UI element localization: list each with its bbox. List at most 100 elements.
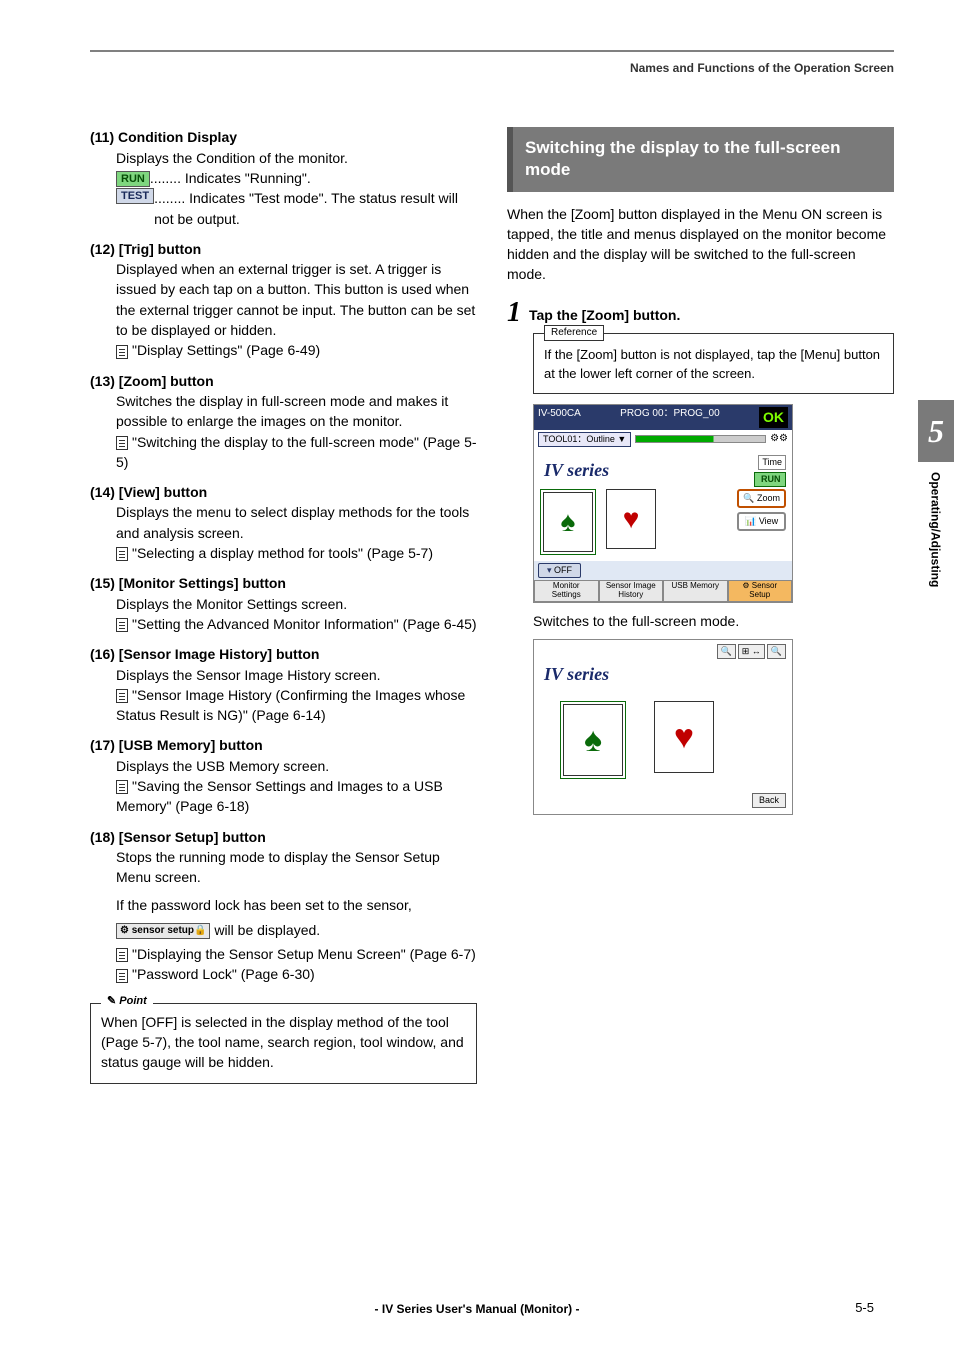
book-icon bbox=[116, 618, 128, 632]
point-text: When [OFF] is selected in the display me… bbox=[101, 1014, 464, 1071]
sensor-setup-button[interactable]: ⚙ Sensor Setup bbox=[728, 580, 793, 602]
ss-device: IV-500CA bbox=[538, 407, 581, 427]
item-line: Switches the display in full-screen mode… bbox=[116, 391, 477, 432]
step-text: Tap the [Zoom] button. bbox=[529, 299, 680, 327]
ss2-ivseries: IV series bbox=[544, 661, 786, 687]
reference-text: If the [Zoom] button is not displayed, t… bbox=[544, 347, 880, 381]
point-label: Point bbox=[101, 994, 153, 1010]
left-column: (11) Condition Display Displays the Cond… bbox=[90, 127, 477, 1083]
item-line: Displayed when an external trigger is se… bbox=[116, 259, 477, 340]
item-num: (15) bbox=[90, 575, 115, 591]
item-title: Condition Display bbox=[118, 129, 237, 145]
ref-link: "Saving the Sensor Settings and Images t… bbox=[116, 778, 443, 814]
footer-title: - IV Series User's Manual (Monitor) - bbox=[0, 1301, 954, 1318]
zoom-in-icon[interactable]: 🔍 bbox=[767, 644, 786, 659]
step-number: 1 bbox=[507, 299, 521, 327]
item-line: Displays the menu to select display meth… bbox=[116, 502, 477, 543]
ref-link: "Password Lock" (Page 6-30) bbox=[132, 966, 315, 982]
item-num: (17) bbox=[90, 737, 115, 753]
ss-ivseries: IV series bbox=[544, 457, 609, 483]
item-line: Stops the running mode to display the Se… bbox=[116, 847, 477, 888]
item-line: Displays the Monitor Settings screen. bbox=[116, 594, 477, 614]
view-button[interactable]: 📊 View bbox=[737, 512, 786, 531]
item-16: (16) [Sensor Image History] button Displ… bbox=[90, 644, 477, 725]
spade-card: ♠ bbox=[563, 704, 623, 776]
sensor-image-history-button[interactable]: Sensor Image History bbox=[599, 580, 664, 602]
item-line: Displays the USB Memory screen. bbox=[116, 756, 477, 776]
section-intro: When the [Zoom] button displayed in the … bbox=[507, 204, 894, 285]
spade-card: ♠ bbox=[543, 492, 593, 552]
step-1: 1 Tap the [Zoom] button. bbox=[507, 299, 894, 327]
monitor-settings-button[interactable]: Monitor Settings bbox=[534, 580, 599, 602]
item-15: (15) [Monitor Settings] button Displays … bbox=[90, 573, 477, 634]
point-box: Point When [OFF] is selected in the disp… bbox=[90, 1003, 477, 1084]
run-badge: RUN bbox=[116, 171, 150, 187]
badge-suffix: will be displayed. bbox=[210, 922, 320, 938]
item-17: (17) [USB Memory] button Displays the US… bbox=[90, 735, 477, 816]
fit-icon[interactable]: ⊞ ↔ bbox=[738, 644, 765, 659]
book-icon bbox=[116, 436, 128, 450]
item-title: [View] button bbox=[119, 484, 207, 500]
screenshot-menu-on: IV-500CA PROG 00：PROG_00 OK TOOL01：Outli… bbox=[533, 404, 793, 603]
ss-tool-label: TOOL01：Outline bbox=[543, 434, 615, 444]
chapter-label: Operating/Adjusting bbox=[918, 462, 951, 597]
page-header: Names and Functions of the Operation Scr… bbox=[90, 60, 894, 77]
item-13: (13) [Zoom] button Switches the display … bbox=[90, 371, 477, 472]
test-badge: TEST bbox=[116, 188, 154, 204]
heart-card: ♥ bbox=[606, 489, 656, 549]
item-line: Displays the Sensor Image History screen… bbox=[116, 665, 477, 685]
sensor-setup-badge: ⚙ sensor setup🔒 bbox=[116, 923, 210, 939]
badge-desc: ........ Indicates "Running". bbox=[150, 170, 311, 186]
item-title: [Trig] button bbox=[119, 241, 201, 257]
ref-link: "Selecting a display method for tools" (… bbox=[132, 545, 433, 561]
ref-link: "Display Settings" (Page 6-49) bbox=[132, 342, 320, 358]
item-title: [Sensor Setup] button bbox=[119, 829, 266, 845]
item-line: If the password lock has been set to the… bbox=[116, 895, 477, 915]
ss-tool-dropdown[interactable]: TOOL01：Outline ▼ bbox=[538, 432, 631, 447]
chapter-tab: 5 Operating/Adjusting bbox=[918, 400, 954, 598]
reference-box: Reference If the [Zoom] button is not di… bbox=[533, 333, 894, 395]
chapter-number: 5 bbox=[918, 400, 954, 462]
item-num: (14) bbox=[90, 484, 115, 500]
item-title: [Monitor Settings] button bbox=[119, 575, 286, 591]
book-icon bbox=[116, 689, 128, 703]
ss-prog: PROG 00：PROG_00 bbox=[620, 407, 719, 427]
item-11: (11) Condition Display Displays the Cond… bbox=[90, 127, 477, 228]
item-line: Displays the Condition of the monitor. bbox=[116, 148, 477, 168]
zoom-button[interactable]: 🔍 Zoom bbox=[737, 489, 786, 508]
caption: Switches to the full-screen mode. bbox=[533, 611, 894, 631]
ref-link: "Sensor Image History (Confirming the Im… bbox=[116, 687, 465, 723]
item-12: (12) [Trig] button Displayed when an ext… bbox=[90, 239, 477, 361]
item-num: (18) bbox=[90, 829, 115, 845]
item-num: (16) bbox=[90, 646, 115, 662]
ref-link: "Switching the display to the full-scree… bbox=[116, 434, 477, 470]
heart-card: ♥ bbox=[654, 701, 714, 773]
footer-page: 5-5 bbox=[855, 1299, 874, 1318]
ss-ok: OK bbox=[759, 407, 788, 427]
badge-desc: ........ Indicates "Test mode". The stat… bbox=[154, 188, 477, 229]
ref-link: "Setting the Advanced Monitor Informatio… bbox=[132, 616, 477, 632]
usb-memory-button[interactable]: USB Memory bbox=[663, 580, 728, 602]
item-title: [Zoom] button bbox=[119, 373, 214, 389]
book-icon bbox=[116, 345, 128, 359]
item-14: (14) [View] button Displays the menu to … bbox=[90, 482, 477, 563]
zoom-out-icon[interactable]: 🔍 bbox=[717, 644, 736, 659]
off-button[interactable]: OFF bbox=[538, 563, 581, 578]
book-icon bbox=[116, 969, 128, 983]
ss-run-tag: RUN bbox=[754, 472, 786, 487]
screenshot-fullscreen: 🔍 ⊞ ↔ 🔍 IV series ♠ ♥ Back bbox=[533, 639, 793, 815]
gear-icon[interactable]: ⚙⚙ bbox=[770, 432, 788, 447]
item-18: (18) [Sensor Setup] button Stops the run… bbox=[90, 827, 477, 985]
item-title: [USB Memory] button bbox=[119, 737, 263, 753]
item-num: (12) bbox=[90, 241, 115, 257]
back-button[interactable]: Back bbox=[752, 793, 786, 808]
ref-link: "Displaying the Sensor Setup Menu Screen… bbox=[132, 946, 476, 962]
item-title: [Sensor Image History] button bbox=[119, 646, 320, 662]
section-title: Switching the display to the full-screen… bbox=[507, 127, 894, 191]
item-num: (11) bbox=[90, 129, 114, 145]
reference-label: Reference bbox=[544, 325, 604, 342]
book-icon bbox=[116, 780, 128, 794]
book-icon bbox=[116, 948, 128, 962]
book-icon bbox=[116, 547, 128, 561]
item-num: (13) bbox=[90, 373, 115, 389]
